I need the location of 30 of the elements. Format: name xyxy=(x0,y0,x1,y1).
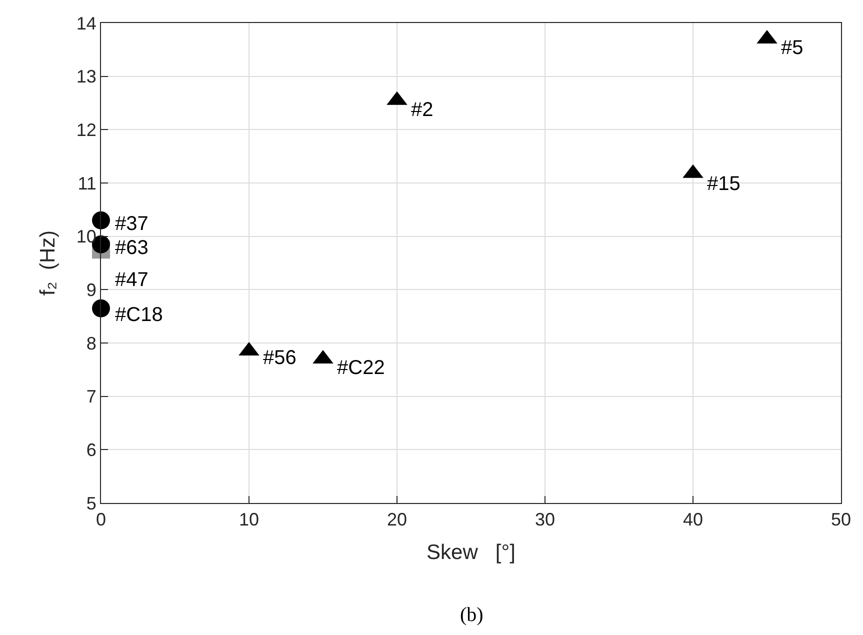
point xyxy=(92,211,110,230)
annotation: #15 xyxy=(707,173,740,195)
x-tick-label: 50 xyxy=(830,510,852,530)
y-tick-label: 9 xyxy=(86,280,96,300)
x-tick-label: 10 xyxy=(238,510,260,530)
y-tick-label: 11 xyxy=(78,173,96,194)
y-tick-label: 7 xyxy=(86,386,96,407)
annotation: #5 xyxy=(781,37,804,59)
x-tick-label: 0 xyxy=(96,510,106,530)
y-tick-label: 6 xyxy=(86,440,96,460)
text: (b) xyxy=(460,604,484,626)
annotation: #56 xyxy=(263,347,296,369)
annotation: #C18 xyxy=(115,304,163,326)
annotation: #47 xyxy=(115,269,148,291)
x-tick-label: 20 xyxy=(386,510,408,530)
y-tick-label: 10 xyxy=(76,226,96,247)
y-tick-label: 8 xyxy=(86,333,96,354)
annotation: #2 xyxy=(411,99,434,121)
x-tick-label: 40 xyxy=(682,510,704,530)
y-tick-label: 13 xyxy=(76,66,96,87)
x-axis-title: Skew [°] xyxy=(426,540,516,564)
y-axis-title: f₂ (Hz) xyxy=(36,230,60,296)
x-tick-label: 30 xyxy=(534,510,556,530)
annotation: #63 xyxy=(115,237,148,259)
point xyxy=(92,299,110,318)
annotation: #37 xyxy=(115,213,148,235)
y-tick-label: 14 xyxy=(76,13,96,34)
annotation: #C22 xyxy=(337,357,385,379)
y-tick-label: 5 xyxy=(86,493,96,514)
y-tick-label: 12 xyxy=(76,120,96,140)
